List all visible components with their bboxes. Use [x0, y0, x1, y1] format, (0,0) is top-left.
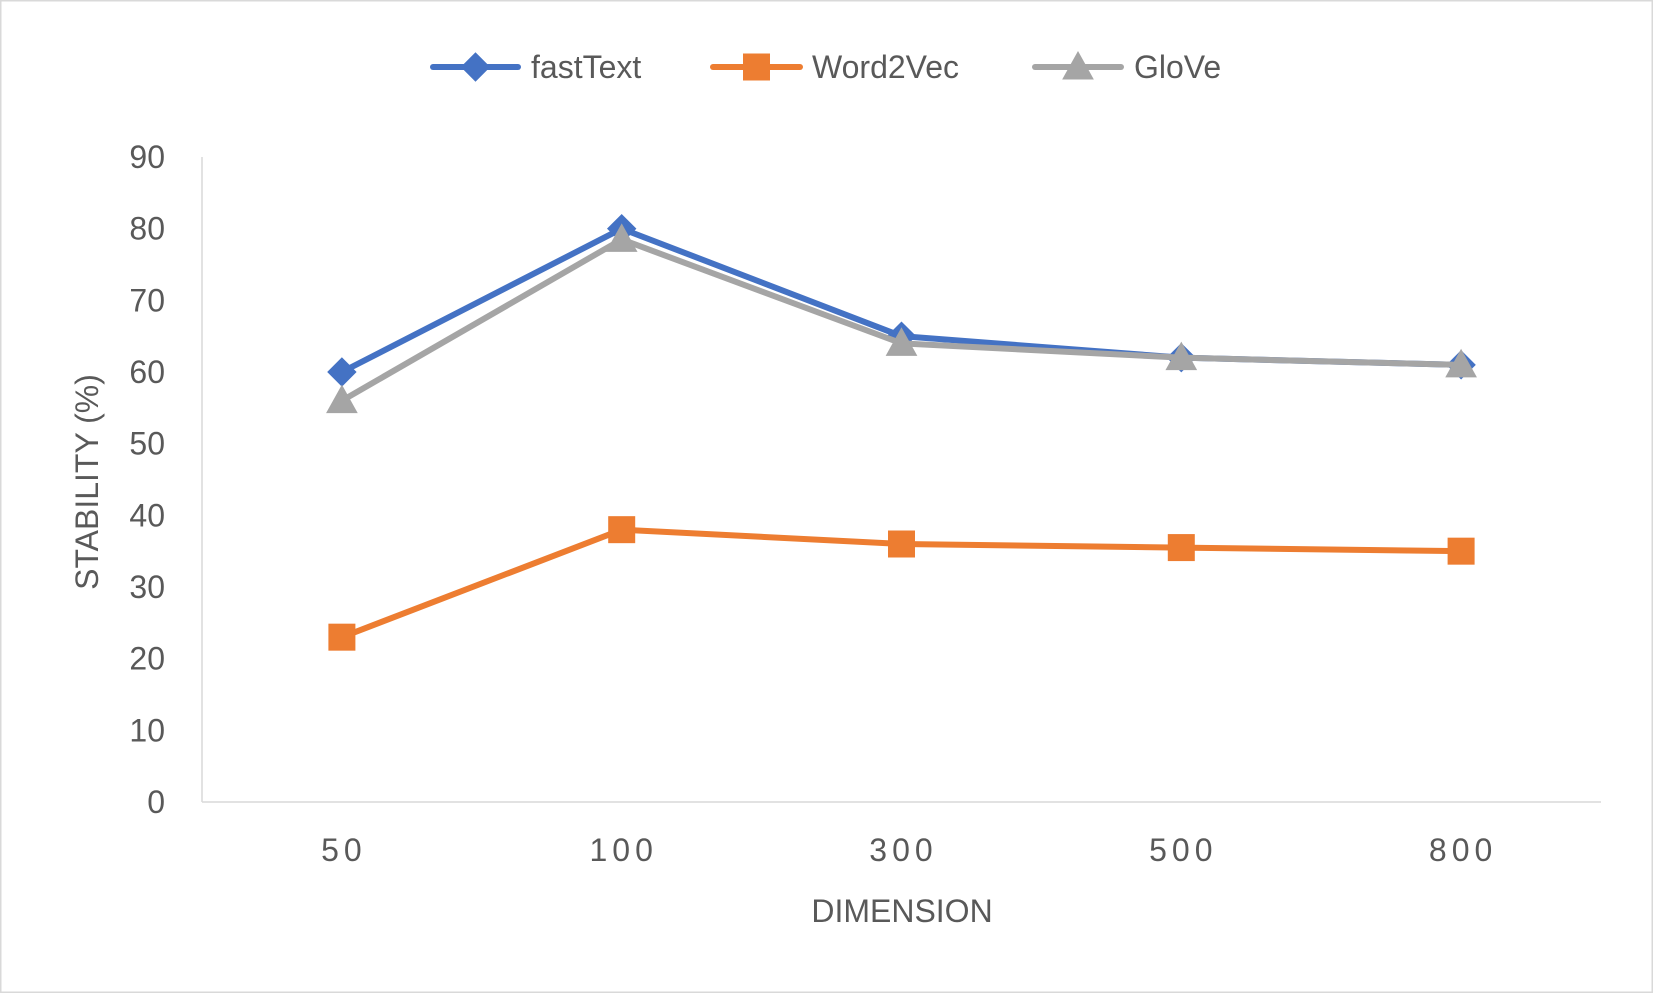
- data-point: [1165, 341, 1198, 371]
- data-point: [328, 623, 356, 651]
- x-tick-label: 500: [1149, 832, 1217, 868]
- data-point: [608, 516, 636, 544]
- y-axis-title: STABILITY (%): [69, 374, 105, 590]
- legend-item-word2vec: Word2Vec: [710, 49, 959, 85]
- y-tick-label: 80: [129, 211, 165, 247]
- y-tick-label: 50: [129, 426, 165, 462]
- data-point: [885, 327, 918, 356]
- data-point: [1447, 537, 1475, 565]
- y-tick-label: 0: [147, 784, 165, 820]
- legend: fastText Word2Vec GloVe: [430, 49, 1221, 85]
- y-tick-label: 30: [129, 569, 165, 605]
- legend-marker: [743, 53, 770, 81]
- data-point: [888, 530, 915, 558]
- series-word2vec: [328, 516, 1475, 651]
- y-tick-label: 70: [129, 282, 165, 318]
- y-tick-label: 20: [129, 641, 165, 677]
- legend-marker: [460, 52, 491, 82]
- x-tick-label: 300: [869, 832, 937, 868]
- legend-label: Word2Vec: [812, 49, 959, 85]
- legend-item-glove: GloVe: [1032, 49, 1221, 85]
- series-glove: [326, 223, 1477, 414]
- y-tick-label: 10: [129, 712, 165, 748]
- data-point: [1167, 534, 1195, 562]
- legend-label: fastText: [531, 49, 641, 85]
- x-tick-label: 100: [590, 832, 658, 868]
- x-tick-label: 800: [1429, 832, 1497, 868]
- y-tick-label: 90: [129, 139, 165, 175]
- data-point: [326, 384, 358, 414]
- data-point: [605, 223, 638, 252]
- legend-label: GloVe: [1134, 49, 1221, 85]
- y-tick-label: 60: [129, 354, 165, 390]
- legend-marker: [1062, 50, 1094, 80]
- legend-item-fasttext: fastText: [430, 49, 641, 85]
- x-axis-title: DIMENSION: [811, 893, 992, 929]
- data-point: [1445, 348, 1477, 378]
- y-tick-label: 40: [129, 497, 165, 533]
- series-layer: [326, 213, 1477, 651]
- x-tick-label: 50: [321, 832, 367, 868]
- axes: 0 10 20 30 40 50 60 70 80 90 50 100 300 500 800: [129, 139, 1601, 868]
